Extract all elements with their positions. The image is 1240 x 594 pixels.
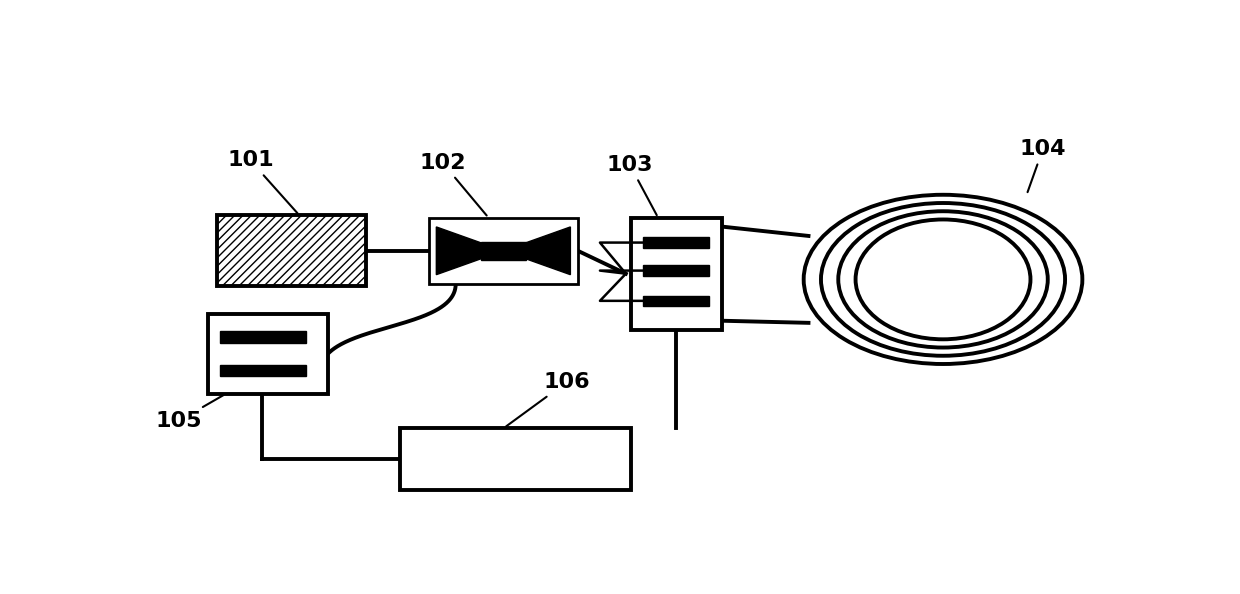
Text: 106: 106 <box>506 372 590 426</box>
Text: 103: 103 <box>606 155 657 215</box>
Bar <box>217 216 367 286</box>
Polygon shape <box>503 227 570 274</box>
Bar <box>631 217 722 330</box>
Bar <box>219 331 306 343</box>
Bar <box>429 217 578 284</box>
Text: 101: 101 <box>227 150 298 213</box>
Text: 104: 104 <box>1019 139 1066 192</box>
Bar <box>208 314 327 394</box>
Polygon shape <box>436 227 503 274</box>
Bar <box>644 266 709 276</box>
Bar <box>217 216 367 286</box>
Text: 105: 105 <box>155 395 223 431</box>
Bar <box>401 428 631 490</box>
Bar <box>644 237 709 248</box>
Bar <box>219 365 306 376</box>
Bar <box>644 296 709 306</box>
Text: 102: 102 <box>419 153 486 216</box>
Bar <box>481 242 526 260</box>
